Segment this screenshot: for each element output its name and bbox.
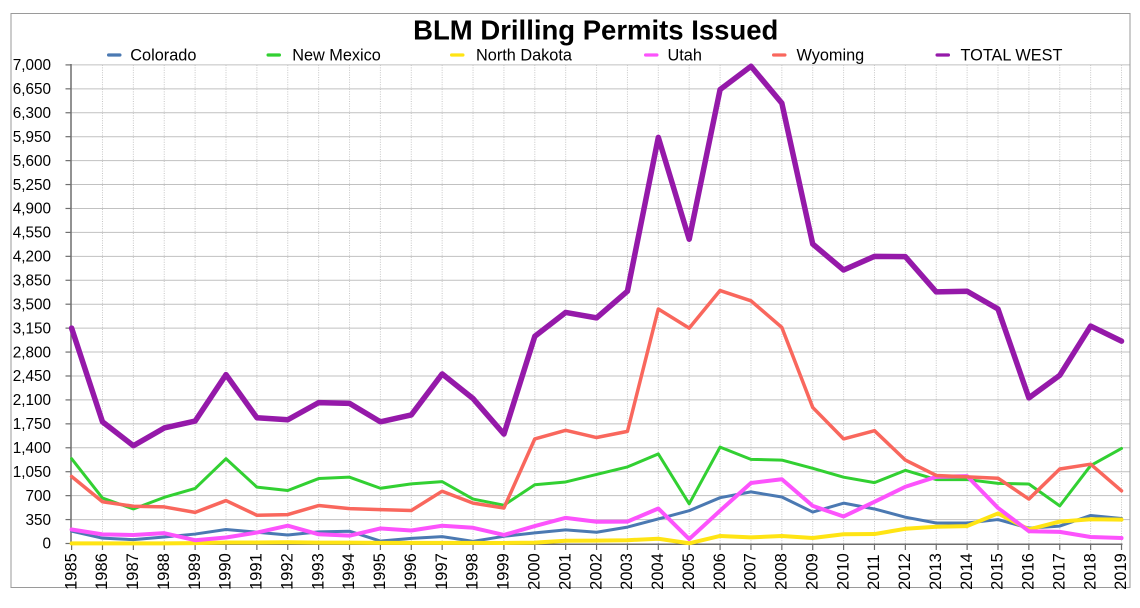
svg-text:2002: 2002 bbox=[587, 553, 605, 590]
svg-text:1988: 1988 bbox=[155, 553, 173, 590]
svg-text:1994: 1994 bbox=[340, 553, 358, 590]
svg-text:1,750: 1,750 bbox=[13, 416, 51, 433]
svg-text:3,850: 3,850 bbox=[13, 272, 51, 289]
svg-text:North Dakota: North Dakota bbox=[476, 46, 573, 64]
svg-text:2013: 2013 bbox=[927, 553, 945, 590]
svg-text:5,600: 5,600 bbox=[13, 153, 51, 170]
svg-text:2,450: 2,450 bbox=[13, 368, 51, 385]
svg-text:1986: 1986 bbox=[93, 553, 111, 590]
svg-text:2001: 2001 bbox=[556, 553, 574, 590]
svg-text:1,400: 1,400 bbox=[13, 440, 51, 457]
svg-text:0: 0 bbox=[42, 536, 51, 553]
svg-text:7,000: 7,000 bbox=[13, 57, 51, 74]
svg-text:5,250: 5,250 bbox=[13, 177, 51, 194]
svg-text:2007: 2007 bbox=[742, 553, 760, 590]
svg-text:2010: 2010 bbox=[834, 553, 852, 590]
svg-text:1985: 1985 bbox=[62, 553, 80, 590]
svg-text:TOTAL WEST: TOTAL WEST bbox=[961, 46, 1063, 64]
svg-text:2000: 2000 bbox=[526, 553, 544, 590]
svg-text:1995: 1995 bbox=[371, 553, 389, 590]
svg-text:2019: 2019 bbox=[1112, 553, 1130, 590]
svg-text:1987: 1987 bbox=[124, 553, 142, 590]
svg-text:1992: 1992 bbox=[278, 553, 296, 590]
svg-text:1,050: 1,050 bbox=[13, 464, 51, 481]
svg-text:1991: 1991 bbox=[248, 553, 266, 590]
svg-text:3,150: 3,150 bbox=[13, 320, 51, 337]
svg-text:2,100: 2,100 bbox=[13, 392, 51, 409]
svg-text:2,800: 2,800 bbox=[13, 344, 51, 361]
svg-text:2003: 2003 bbox=[618, 553, 636, 590]
svg-text:700: 700 bbox=[25, 488, 51, 505]
svg-text:2004: 2004 bbox=[649, 553, 667, 590]
svg-text:2015: 2015 bbox=[989, 553, 1007, 590]
svg-text:2016: 2016 bbox=[1020, 553, 1038, 590]
svg-text:1997: 1997 bbox=[433, 553, 451, 590]
svg-text:2009: 2009 bbox=[803, 553, 821, 590]
svg-text:Colorado: Colorado bbox=[130, 46, 196, 64]
svg-text:Wyoming: Wyoming bbox=[797, 46, 865, 64]
svg-text:1993: 1993 bbox=[309, 553, 327, 590]
svg-text:BLM Drilling Permits Issued: BLM Drilling Permits Issued bbox=[413, 15, 778, 46]
svg-text:1996: 1996 bbox=[402, 553, 420, 590]
svg-text:2018: 2018 bbox=[1081, 553, 1099, 590]
svg-text:2006: 2006 bbox=[711, 553, 729, 590]
svg-text:4,900: 4,900 bbox=[13, 201, 51, 218]
svg-text:4,550: 4,550 bbox=[13, 225, 51, 242]
svg-text:3,500: 3,500 bbox=[13, 296, 51, 313]
svg-text:350: 350 bbox=[25, 512, 51, 529]
svg-text:New Mexico: New Mexico bbox=[292, 46, 381, 64]
svg-text:1989: 1989 bbox=[186, 553, 204, 590]
svg-text:1999: 1999 bbox=[495, 553, 513, 590]
svg-text:2008: 2008 bbox=[773, 553, 791, 590]
svg-text:2017: 2017 bbox=[1050, 553, 1068, 590]
svg-text:5,950: 5,950 bbox=[13, 129, 51, 146]
svg-text:2012: 2012 bbox=[896, 553, 914, 590]
svg-text:4,200: 4,200 bbox=[13, 249, 51, 266]
svg-text:1998: 1998 bbox=[464, 553, 482, 590]
svg-text:6,650: 6,650 bbox=[13, 81, 51, 98]
svg-text:2014: 2014 bbox=[958, 553, 976, 590]
svg-text:Utah: Utah bbox=[668, 46, 702, 64]
svg-text:1990: 1990 bbox=[217, 553, 235, 590]
svg-text:2005: 2005 bbox=[680, 553, 698, 590]
svg-text:2011: 2011 bbox=[865, 554, 883, 589]
svg-text:6,300: 6,300 bbox=[13, 105, 51, 122]
